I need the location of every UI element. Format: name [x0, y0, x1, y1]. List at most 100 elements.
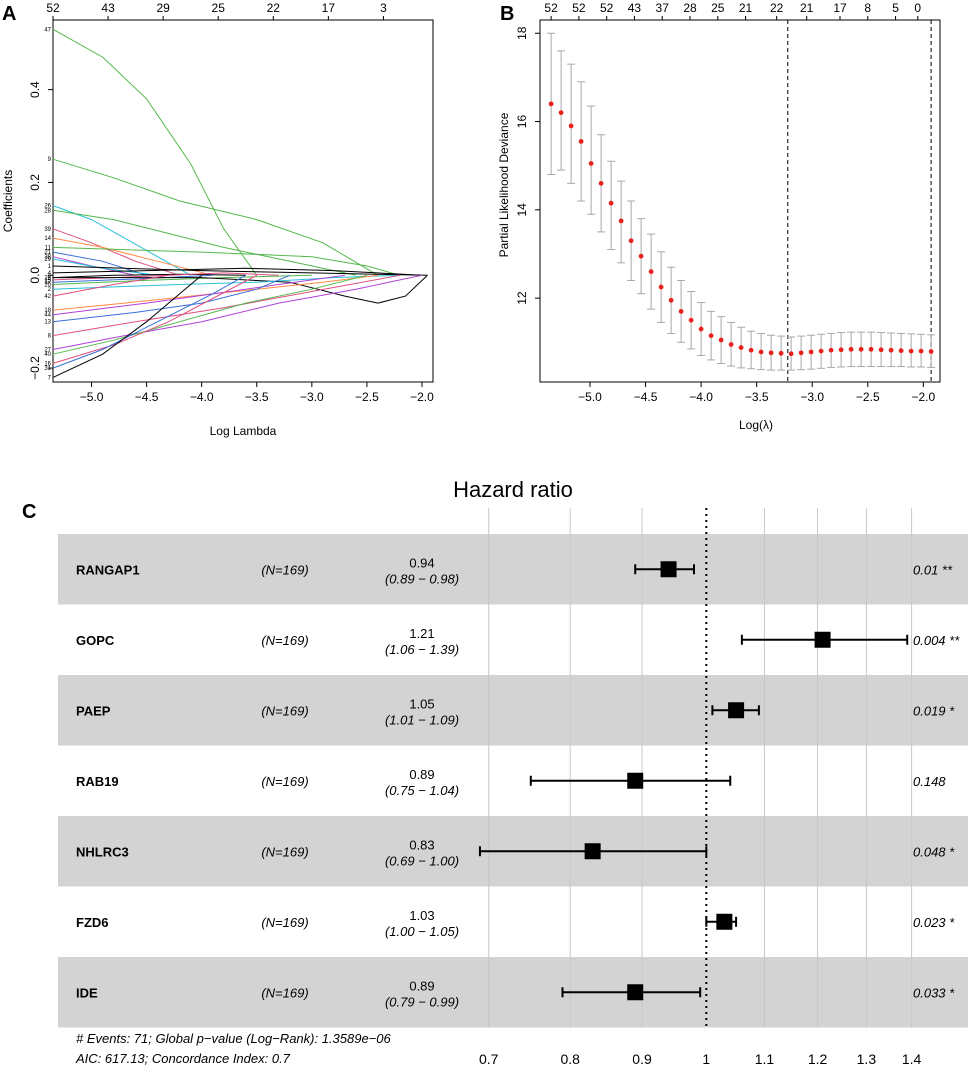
- panel-a-xlabel: Log Lambda: [210, 424, 277, 438]
- coef-path-label: 4: [48, 271, 52, 277]
- variable-name: PAEP: [76, 703, 111, 718]
- hr-value: 0.89: [409, 767, 434, 782]
- x-tick-label: −3.0: [800, 390, 824, 404]
- hr-point: [627, 984, 644, 1001]
- deviance-point: [738, 345, 744, 350]
- forest-row-FZD6: FZD6 (N=169) 1.03(1.00 − 1.05) 0.023 *: [76, 908, 955, 939]
- forest-row-GOPC: GOPC (N=169) 1.21(1.06 − 1.39) 0.004 **: [76, 626, 960, 657]
- coef-path-label: 40: [44, 352, 51, 358]
- deviance-point: [908, 348, 914, 354]
- coef-path-label: 1: [48, 264, 52, 270]
- deviance-point: [798, 350, 804, 356]
- top-tick-label: 17: [322, 1, 336, 15]
- x-tick-label: −2.5: [856, 390, 880, 404]
- sample-size: (N=169): [261, 562, 308, 577]
- coef-path-42: [52, 274, 169, 297]
- coef-path-26: [52, 205, 191, 276]
- sample-size: (N=169): [261, 844, 308, 859]
- hr-ci: (1.06 − 1.39): [385, 642, 459, 657]
- panel-b-plot: [547, 20, 936, 382]
- coef-path-label: 2: [48, 287, 52, 293]
- coef-path-label: 17: [44, 280, 51, 286]
- deviance-point: [848, 346, 854, 352]
- deviance-point: [758, 349, 764, 355]
- coef-path-label: 16: [44, 361, 51, 367]
- hr-ci: (0.75 − 1.04): [385, 783, 459, 798]
- variable-name: RAB19: [76, 774, 119, 789]
- coef-path-label: 23: [44, 276, 51, 282]
- sample-size: (N=169): [261, 774, 308, 789]
- hr-point: [660, 561, 677, 578]
- p-value: 0.01 **: [913, 562, 953, 577]
- panel-c-axis: 0.7 0.8 0.9 1 1.1 1.2 1.3 1.4: [479, 1051, 922, 1067]
- deviance-point: [728, 342, 734, 347]
- hr-tick-label: 0.7: [479, 1051, 499, 1067]
- p-value: 0.148: [913, 774, 946, 789]
- x-tick-label: −3.5: [745, 390, 769, 404]
- deviance-point: [678, 308, 684, 314]
- coef-path-9: [52, 158, 379, 276]
- top-tick-label: 22: [267, 1, 281, 15]
- y-tick-label: −0.2: [28, 356, 42, 380]
- x-tick-label: −2.0: [911, 390, 935, 404]
- y-tick-label: 12: [515, 291, 529, 305]
- coef-path-label: 20: [44, 283, 51, 289]
- deviance-point: [558, 110, 564, 116]
- coef-path-label: 29: [44, 257, 51, 263]
- x-tick-label: −3.0: [300, 390, 324, 404]
- deviance-point: [668, 297, 674, 303]
- top-tick-label: 37: [656, 1, 670, 15]
- sample-size: (N=169): [261, 633, 308, 648]
- deviance-point: [698, 326, 704, 332]
- coef-path-2: [52, 274, 401, 290]
- deviance-point: [628, 238, 634, 244]
- hr-value: 1.21: [409, 626, 434, 641]
- x-tick-label: −4.0: [689, 390, 713, 404]
- forest-row-NHLRC3: NHLRC3 (N=169) 0.83(0.69 − 1.00) 0.048 *: [76, 837, 955, 868]
- panel-c-label: C: [22, 501, 36, 523]
- deviance-point: [708, 333, 714, 339]
- coef-path-label: 31: [44, 366, 51, 372]
- deviance-point: [918, 348, 924, 354]
- coef-path-label: 8: [48, 334, 52, 340]
- coef-path-label: 11: [45, 245, 52, 251]
- coef-path-label: 26: [44, 204, 51, 210]
- panel-c-footer-aic: AIC: 617.13; Concordance Index: 0.7: [75, 1051, 291, 1066]
- hr-point: [627, 772, 644, 789]
- coef-path-31: [52, 274, 247, 369]
- hr-tick-label: 1.1: [755, 1051, 775, 1067]
- p-value: 0.033 *: [913, 985, 955, 1000]
- x-tick-label: −5.0: [80, 390, 104, 404]
- x-tick-label: −4.0: [190, 390, 214, 404]
- panel-a-plot-frame: [52, 19, 434, 383]
- top-tick-label: 0: [914, 1, 921, 15]
- panel-b-xlabel: Log(λ): [739, 418, 773, 432]
- panel-a-axes: −5.0 −4.5 −4.0 −3.5 −3.0 −2.5 −2.0 −0.2 0.0 0.2 0.…: [28, 1, 434, 404]
- deviance-point: [658, 284, 664, 290]
- deviance-point: [638, 253, 644, 259]
- forest-row-RAB19: RAB19 (N=169) 0.89(0.75 − 1.04) 0.148: [76, 767, 946, 798]
- top-tick-label: 3: [380, 1, 387, 15]
- top-tick-label: 5: [892, 1, 899, 15]
- deviance-point: [568, 123, 574, 129]
- deviance-point: [718, 337, 724, 343]
- p-value: 0.048 *: [913, 844, 955, 859]
- coef-path-label: 9: [48, 157, 52, 163]
- deviance-point: [878, 347, 884, 353]
- coef-path-label: 28: [44, 208, 51, 214]
- p-value: 0.023 *: [913, 915, 955, 930]
- top-tick-label: 52: [544, 1, 558, 15]
- deviance-point: [598, 180, 604, 186]
- top-tick-label: 52: [46, 1, 60, 15]
- deviance-point: [748, 347, 754, 353]
- deviance-point: [588, 161, 594, 166]
- row-background: [58, 534, 968, 605]
- coef-path-5: [53, 274, 428, 304]
- coef-path-20: [52, 274, 312, 285]
- top-tick-label: 52: [600, 1, 614, 15]
- panel-c-row-backgrounds: [58, 534, 968, 1028]
- deviance-point: [838, 347, 844, 353]
- coef-path-40: [52, 274, 368, 355]
- y-tick-label: 18: [515, 26, 529, 40]
- deviance-point: [648, 269, 654, 275]
